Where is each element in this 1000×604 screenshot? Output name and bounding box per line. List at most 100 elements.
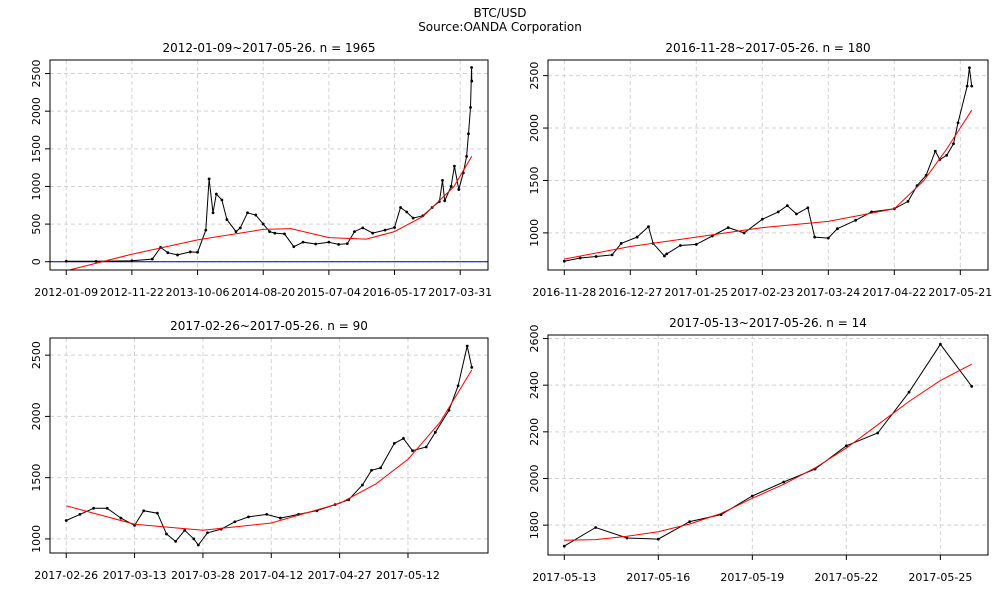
data-point	[192, 537, 196, 541]
data-point	[220, 198, 224, 202]
data-point	[261, 222, 265, 226]
x-tick-label: 2015-07-04	[297, 286, 361, 299]
x-tick-label: 2013-10-06	[166, 286, 230, 299]
data-point	[196, 250, 199, 254]
data-point	[233, 520, 237, 524]
plot-area	[562, 342, 974, 548]
data-point	[968, 66, 971, 70]
data-point	[443, 199, 447, 203]
data-point	[238, 226, 242, 230]
y-tick-label: 1500	[30, 464, 43, 492]
figure-title: BTC/USD	[474, 6, 527, 20]
data-point	[399, 206, 402, 209]
data-point	[165, 532, 168, 536]
data-point	[314, 242, 318, 246]
x-tick-label: 2012-01-09	[34, 286, 98, 299]
y-tick-label: 1000	[30, 172, 43, 200]
data-point	[760, 217, 764, 221]
data-point	[456, 384, 460, 388]
x-tick-label: 2014-08-20	[231, 286, 295, 299]
x-tick-label: 2017-05-16	[626, 571, 690, 584]
series-line	[564, 109, 973, 260]
data-point	[265, 513, 269, 516]
plot-area	[64, 66, 474, 270]
x-tick-label: 2017-01-25	[664, 286, 728, 299]
data-point	[785, 204, 789, 208]
data-point	[204, 228, 208, 232]
data-point	[806, 206, 810, 210]
y-tick-label: 1500	[528, 166, 541, 194]
data-point	[678, 244, 682, 247]
data-point	[826, 236, 830, 240]
data-point	[726, 226, 730, 230]
panel-title: 2017-02-26~2017-05-26. n = 90	[170, 319, 368, 333]
data-point	[92, 506, 95, 510]
data-point	[457, 188, 461, 191]
data-point	[933, 149, 937, 153]
y-tick-label: 1000	[528, 219, 541, 247]
data-point	[150, 257, 154, 261]
data-point	[268, 230, 272, 234]
data-point	[188, 250, 192, 254]
data-point	[844, 444, 848, 448]
x-tick-label: 2017-05-22	[814, 571, 878, 584]
data-point	[694, 243, 698, 246]
data-point	[813, 235, 817, 239]
series-line	[67, 156, 473, 270]
x-tick-label: 2017-03-24	[796, 286, 860, 299]
data-point	[64, 519, 68, 522]
series-line	[564, 363, 972, 541]
data-point	[876, 431, 880, 435]
data-point	[594, 255, 598, 258]
data-point	[105, 506, 109, 510]
data-point	[301, 240, 305, 244]
data-point	[970, 384, 974, 388]
data-point	[411, 216, 415, 220]
data-point	[742, 231, 746, 235]
data-point	[656, 537, 660, 541]
x-tick-label: 2016-11-28	[532, 286, 596, 299]
data-point	[688, 520, 692, 524]
data-point	[225, 218, 229, 221]
data-point	[94, 259, 98, 263]
x-tick-label: 2017-04-27	[308, 569, 372, 582]
y-tick-label: 2500	[528, 62, 541, 90]
y-tick-label: 500	[30, 214, 43, 235]
data-point	[234, 230, 238, 234]
plot-area	[64, 344, 474, 547]
y-tick-label: 1800	[528, 511, 541, 539]
y-tick-label: 1500	[30, 135, 43, 163]
data-point	[433, 430, 437, 434]
data-point	[214, 192, 218, 196]
data-point	[610, 253, 614, 257]
data-point	[635, 235, 639, 239]
data-point	[278, 516, 282, 520]
x-tick-label: 2017-04-22	[862, 286, 926, 299]
data-point	[470, 66, 473, 69]
data-point	[907, 390, 911, 394]
data-point	[776, 210, 780, 214]
y-tick-label: 2000	[528, 114, 541, 142]
data-point	[938, 342, 942, 346]
data-point	[663, 254, 666, 258]
data-point	[594, 526, 598, 529]
y-tick-label: 0	[30, 258, 43, 265]
data-point	[254, 213, 258, 217]
data-point	[246, 211, 249, 215]
x-tick-label: 2016-12-27	[598, 286, 662, 299]
data-point	[207, 177, 211, 181]
data-point	[562, 259, 566, 263]
x-tick-label: 2017-03-28	[171, 569, 235, 582]
data-point	[750, 494, 754, 498]
data-point	[836, 227, 839, 231]
figure-subtitle: Source:OANDA Corporation	[418, 20, 582, 34]
data-point	[345, 242, 349, 246]
data-point	[130, 259, 134, 263]
plot-frame	[547, 334, 989, 556]
data-point	[470, 79, 474, 83]
data-point	[647, 225, 650, 228]
data-point	[379, 466, 383, 470]
panel: 2017-02-26~2017-05-26. n = 90 1000 1500 200…	[30, 319, 489, 582]
data-point	[945, 153, 949, 157]
